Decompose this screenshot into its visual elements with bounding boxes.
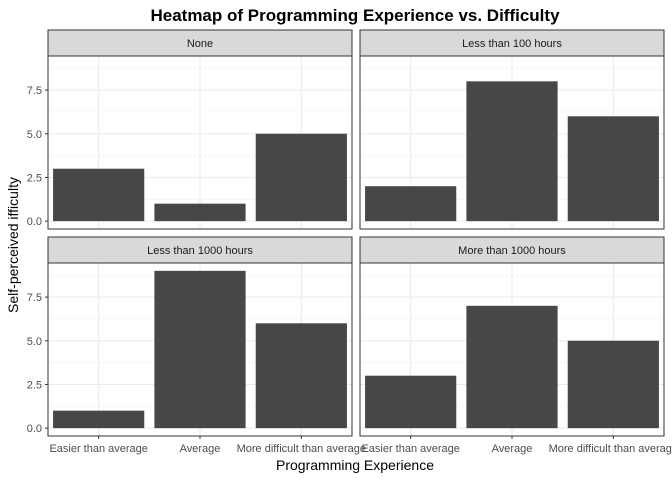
facet-strip-label: None [187, 38, 213, 50]
bar [466, 305, 558, 429]
y-tick-label: 2.5 [27, 379, 42, 391]
x-tick-label: Average [180, 443, 221, 455]
bar [255, 133, 347, 222]
y-tick-label: 7.5 [27, 85, 42, 97]
x-tick-label: More difficult than average [237, 443, 366, 455]
x-tick-label: Average [492, 443, 533, 455]
x-tick-label: Easier than average [361, 443, 459, 455]
bar [567, 116, 659, 222]
bar [466, 81, 558, 222]
facet-strip-label: Less than 100 hours [462, 38, 562, 50]
y-tick-label: 5.0 [27, 336, 42, 348]
chart-title: Heatmap of Programming Experience vs. Di… [150, 6, 560, 25]
y-tick-label: 2.5 [27, 172, 42, 184]
bar [255, 323, 347, 429]
x-axis-title: Programming Experience [276, 457, 434, 473]
facet-strip-label: Less than 1000 hours [147, 245, 253, 257]
bar [365, 186, 457, 222]
y-tick-label: 7.5 [27, 292, 42, 304]
panel-border [47, 55, 353, 230]
bar [154, 270, 246, 429]
x-tick-label: More difficult than average [549, 443, 672, 455]
facet-panel: More than 1000 hours Easier than average A… [359, 236, 672, 455]
y-tick-label: 0.0 [27, 423, 42, 435]
facet-strip-label: More than 1000 hours [458, 245, 566, 257]
facet-panel: Less than 100 hours [359, 29, 665, 230]
x-tick-label: Easier than average [49, 443, 147, 455]
panel-border [359, 55, 665, 230]
y-axis-title: Self-perceived ifficulty [5, 177, 21, 313]
facet-strip [47, 29, 353, 57]
bar [154, 203, 246, 222]
bar [53, 410, 145, 429]
facet-panel: Less than 1000 hours 0.0 2.5 5.0 7.5 Easier t… [27, 236, 366, 455]
facet-panel: None 0.0 2.5 5.0 7.5 [27, 29, 353, 230]
facet-strip [359, 236, 665, 264]
y-tick-label: 0.0 [27, 216, 42, 228]
facet-panels: None 0.0 2.5 5.0 7.5 Less than 100 hours Less … [27, 29, 672, 455]
bar [567, 340, 659, 429]
y-tick-label: 5.0 [27, 129, 42, 141]
bar [53, 168, 145, 222]
facet-strip [359, 29, 665, 57]
bar [365, 375, 457, 429]
facet-strip [47, 236, 353, 264]
